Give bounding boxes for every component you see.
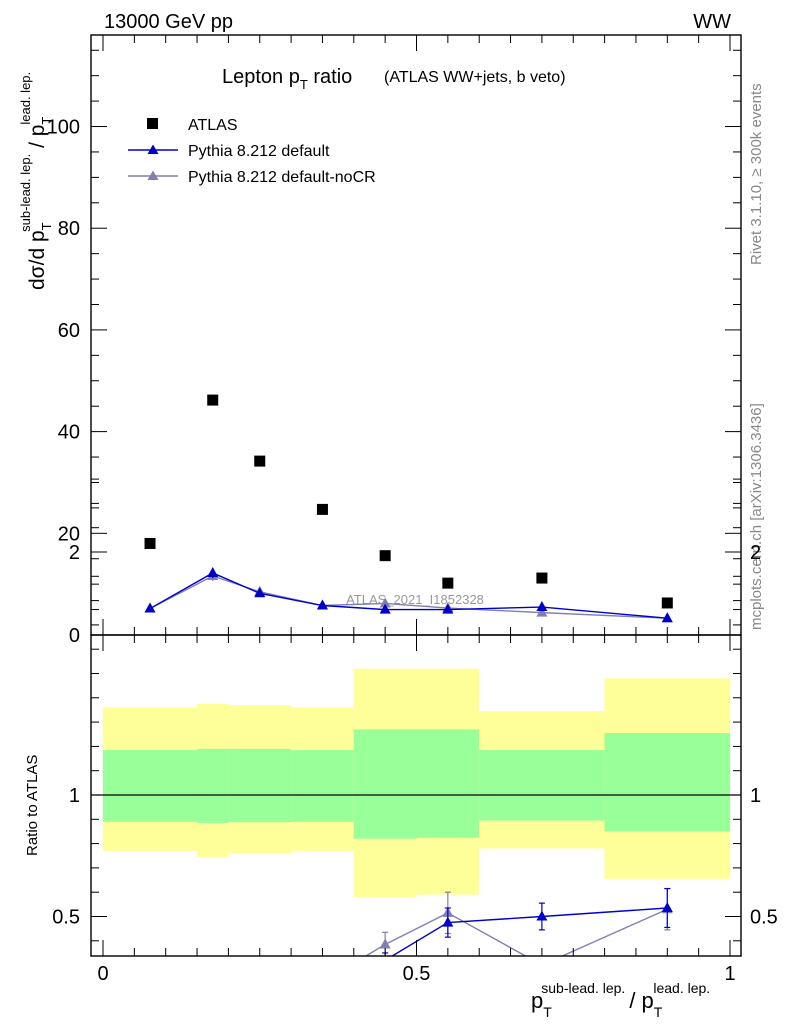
mc-point-default bbox=[536, 601, 548, 612]
band-inner-bin bbox=[479, 750, 605, 821]
xlabel-a: p bbox=[531, 988, 543, 1013]
mc-point-default bbox=[379, 603, 391, 614]
main-y-tick-label: 100 bbox=[47, 117, 80, 139]
legend: ATLAS Pythia 8.212 default Pythia 8.212 … bbox=[128, 117, 376, 186]
main-plot-marks bbox=[144, 394, 673, 623]
ratio-point-nocr bbox=[254, 971, 265, 981]
band-inner-bin bbox=[416, 729, 480, 838]
ratio-y-tick-label-left: 1 bbox=[69, 785, 80, 807]
data-point-atlas bbox=[379, 550, 391, 562]
ylabel-b-sup: lead. lep. bbox=[18, 72, 33, 125]
legend-marker-default bbox=[147, 144, 159, 154]
ratio-uncertainty-bands bbox=[103, 668, 730, 898]
ratio-point-default bbox=[442, 916, 454, 927]
xlabel-b-sub: T bbox=[654, 1004, 663, 1020]
ylabel-b-sub: T bbox=[39, 117, 54, 125]
ylabel-a-sub: T bbox=[39, 222, 54, 230]
xlabel-a-sub: T bbox=[543, 1004, 552, 1020]
main-title: Lepton pT ratio bbox=[222, 66, 352, 92]
main-y-axis-label: dσ/d pTsub-lead. lep. / pTlead. lep. bbox=[18, 72, 54, 290]
mc-point-default bbox=[144, 602, 156, 613]
data-point-atlas bbox=[254, 455, 266, 467]
ratio-point-default bbox=[145, 964, 156, 974]
ylabel-a: dσ/d p bbox=[26, 230, 49, 290]
ratio-point-default bbox=[254, 974, 265, 984]
legend-marker-atlas bbox=[147, 118, 158, 129]
mc-point-default bbox=[661, 612, 673, 623]
band-inner-bin bbox=[103, 750, 198, 822]
axis-tick-labels: 0 20 40 60 80 100 0 0.5 1 0.5 0.5 1 1 2 2 bbox=[47, 117, 778, 985]
band-inner-bin bbox=[291, 750, 354, 822]
ylabel-b: / p bbox=[26, 125, 49, 154]
ratio-y-tick-label-right: 1 bbox=[750, 785, 761, 807]
main-y-tick-label: 40 bbox=[58, 422, 80, 444]
legend-label-default: Pythia 8.212 default bbox=[188, 143, 330, 160]
mc-point-default bbox=[207, 566, 219, 577]
mc-point-nocr bbox=[536, 606, 548, 617]
ylabel-a-sup: sub-lead. lep. bbox=[18, 154, 33, 232]
x-axis-label: pTsub-lead. lep. / pTlead. lep. bbox=[531, 980, 710, 1020]
ratio-y-tick-label-right: 0.5 bbox=[750, 907, 778, 929]
legend-marker-nocr bbox=[147, 170, 159, 180]
ratio-point-default bbox=[661, 901, 673, 912]
ratio-y-tick-label-left: 0.5 bbox=[52, 907, 80, 929]
ratio-point-nocr bbox=[145, 964, 156, 974]
energy-label: 13000 GeV pp bbox=[104, 11, 233, 33]
title-main: Lepton p bbox=[222, 66, 300, 88]
xlabel-a-sup: sub-lead. lep. bbox=[541, 980, 625, 996]
main-y-tick-label: 80 bbox=[58, 218, 80, 240]
main-title-extra: (ATLAS WW+jets, b veto) bbox=[384, 69, 566, 86]
xlabel-b-sup: lead. lep. bbox=[653, 980, 710, 996]
ratio-y-axis-label: Ratio to ATLAS bbox=[24, 755, 41, 856]
ratio-y-tick-label-left: 2 bbox=[69, 542, 80, 564]
process-label: WW bbox=[693, 11, 731, 33]
band-inner-bin bbox=[197, 748, 229, 823]
ratio-plot-marks bbox=[145, 887, 673, 986]
legend-label-atlas: ATLAS bbox=[188, 117, 238, 134]
data-point-atlas bbox=[536, 572, 548, 584]
ratio-point-nocr bbox=[536, 959, 547, 969]
legend-label-nocr: Pythia 8.212 default-noCR bbox=[188, 169, 376, 186]
mc-point-default bbox=[442, 603, 454, 614]
axis-ticks bbox=[91, 35, 741, 956]
mc-line-nocr bbox=[149, 575, 668, 619]
ratio-point-default bbox=[207, 969, 218, 979]
mcplots-label: mcplots.cern.ch [arXiv:1306.3436] bbox=[748, 403, 765, 630]
data-point-atlas bbox=[207, 394, 219, 406]
data-point-atlas bbox=[661, 597, 673, 609]
data-point-atlas bbox=[144, 537, 156, 549]
main-y-tick-label: 20 bbox=[58, 523, 80, 545]
band-inner-bin bbox=[604, 733, 730, 832]
xlabel-b: / p bbox=[629, 988, 653, 1013]
band-inner-bin bbox=[353, 729, 417, 839]
x-tick-label: 0.5 bbox=[403, 963, 431, 985]
x-tick-label: 1 bbox=[724, 963, 735, 985]
ratio-point-default bbox=[317, 976, 328, 986]
data-point-atlas bbox=[442, 577, 454, 589]
main-y-tick-label: 60 bbox=[58, 320, 80, 342]
mc-line-default bbox=[149, 572, 668, 619]
ratio-point-default bbox=[536, 910, 548, 921]
mc-point-default bbox=[254, 587, 266, 598]
x-tick-label: 0 bbox=[97, 963, 108, 985]
ratio-point-nocr bbox=[379, 938, 391, 949]
title-rest: ratio bbox=[308, 66, 352, 88]
data-point-atlas bbox=[316, 503, 328, 515]
mc-point-nocr bbox=[379, 597, 391, 608]
mc-point-default bbox=[316, 599, 328, 610]
band-inner-bin bbox=[228, 748, 292, 823]
main-y-tick-label: 0 bbox=[69, 625, 80, 647]
ratio-y-tick-label-right: 2 bbox=[750, 542, 761, 564]
ratio-point-nocr bbox=[317, 976, 328, 986]
ratio-line-default bbox=[390, 907, 668, 956]
rivet-version-label: Rivet 3.1.10, ≥ 300k events bbox=[748, 83, 765, 265]
title-sub: T bbox=[300, 77, 308, 92]
ratio-point-nocr bbox=[207, 971, 218, 981]
